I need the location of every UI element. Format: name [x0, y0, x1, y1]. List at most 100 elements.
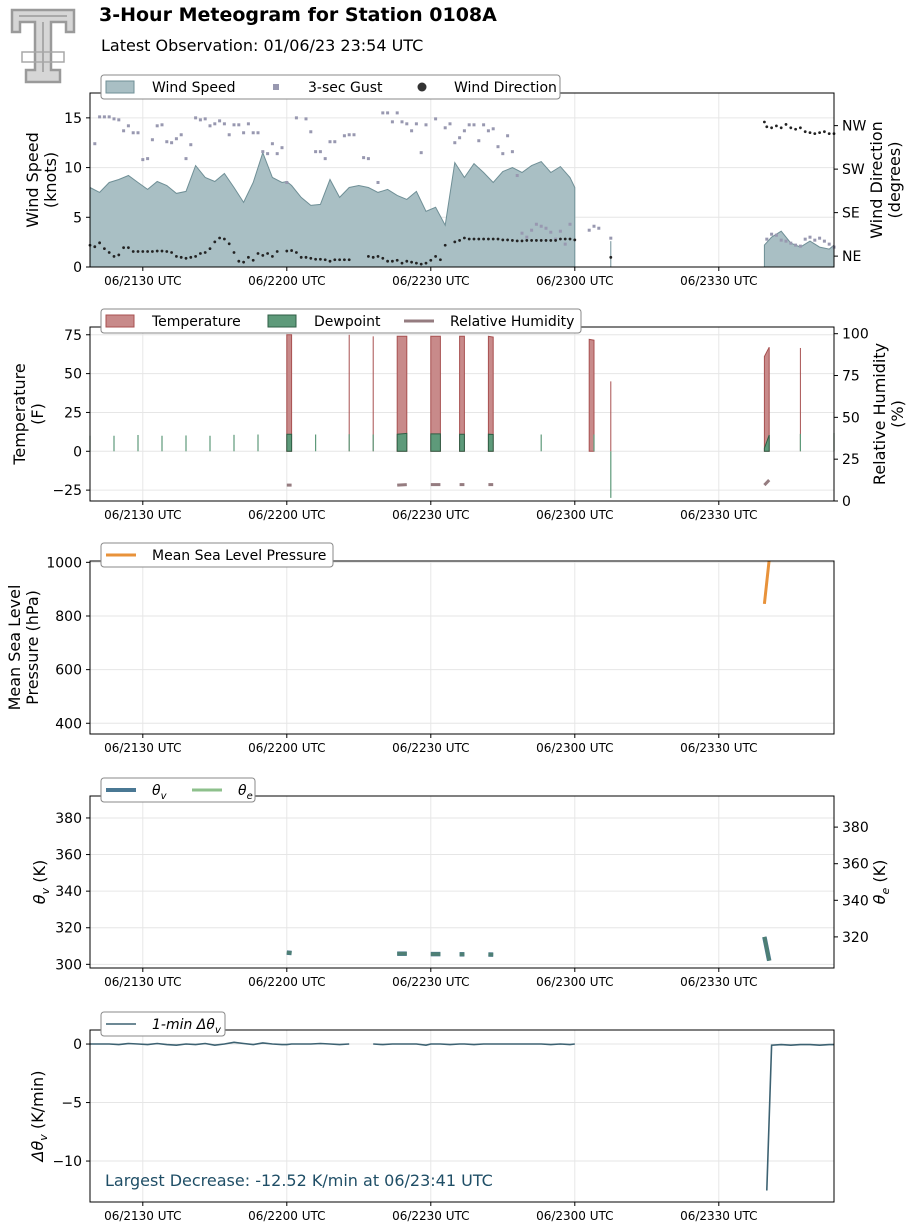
gust-point [544, 226, 548, 230]
temperature-ytick-right-label: 0 [842, 494, 851, 510]
pressure-ytick-label: 1000 [46, 555, 82, 571]
gust-point [208, 124, 212, 128]
gust-point [477, 139, 481, 143]
humidity-axis-label: Relative Humidity (%) [870, 343, 907, 485]
pressure-line [762, 561, 771, 605]
direction-point [386, 259, 389, 263]
temperature-legend: Temperature Dewpoint Relative Humidity [100, 308, 582, 334]
theta-ytick-label: 360 [55, 848, 82, 864]
gust-point [443, 126, 447, 130]
humidity-axis-label-line: (%) [888, 400, 907, 428]
wind-ytick-label: 15 [64, 111, 82, 127]
gust-point [227, 133, 231, 137]
gust-point [126, 124, 130, 128]
university-logo [8, 6, 78, 90]
gust-point [458, 136, 462, 140]
theta-e-axis-label: θe (K) [870, 860, 892, 905]
gust-point [309, 130, 313, 134]
theta-xtick-label: 06/2230 UTC [392, 975, 469, 989]
theta-e-line [762, 936, 771, 962]
dtheta-line [373, 1043, 575, 1047]
direction-point [765, 125, 769, 129]
theta-ytick-right-label: 380 [842, 820, 869, 836]
theta-e-axis-label-line: θe (K) [870, 860, 892, 905]
gust-point [568, 222, 572, 226]
gust-point [246, 122, 250, 126]
wind-speed-area [89, 151, 576, 268]
gust-point [822, 239, 826, 243]
direction-point [333, 258, 337, 262]
gust-point [592, 224, 596, 228]
temperature-legend-swatch [105, 314, 135, 328]
direction-point [400, 261, 404, 265]
dtheta-xtick-label: 06/2200 UTC [248, 1209, 325, 1223]
direction-point [299, 255, 303, 259]
direction-point [784, 123, 788, 126]
gust-point [318, 150, 322, 154]
gust-point [549, 230, 553, 234]
gust-point [794, 243, 798, 247]
theta-frame [89, 795, 835, 969]
direction-point [117, 253, 121, 257]
gust-point [515, 174, 519, 178]
direction-point [573, 238, 577, 242]
direction-point [155, 249, 159, 253]
pressure-ytick-label: 400 [55, 716, 82, 732]
theta-legend-label: θe [238, 783, 253, 802]
relative-humidity-line [397, 483, 407, 487]
direction-point [261, 254, 265, 257]
direction-point [208, 247, 212, 251]
gust-point [496, 145, 500, 149]
temperature-axis-label: Temperature (F) [10, 363, 47, 465]
direction-point [290, 249, 293, 252]
gust-point [506, 134, 510, 138]
direction-point [434, 254, 437, 258]
direction-point [554, 239, 557, 242]
direction-point [827, 132, 831, 136]
gust-point [798, 244, 802, 248]
gust-point [179, 133, 183, 137]
dtheta-legend-label: 1-min Δθv [152, 1017, 222, 1036]
wind-ytick-right-label: NE [842, 249, 861, 265]
direction-point [367, 254, 370, 258]
direction-point [415, 261, 418, 265]
gust-point [462, 129, 466, 133]
temperature-axis-label-line: Temperature [10, 363, 29, 465]
temperature-legend-label: Dewpoint [314, 314, 381, 330]
theta-ytick-label: 320 [55, 921, 82, 937]
direction-point [371, 255, 375, 259]
direction-point [122, 246, 125, 250]
direction-point [295, 251, 298, 254]
gust-point [218, 119, 222, 123]
pressure-ytick-label: 800 [55, 609, 82, 625]
wind-ytick-right-label: NW [842, 119, 866, 135]
wind-xtick-label: 06/2130 UTC [104, 274, 181, 288]
wind-ytick-label: 0 [73, 260, 82, 276]
gust-point [150, 138, 154, 142]
gust-point [131, 131, 135, 135]
direction-point [568, 237, 572, 241]
direction-point [112, 254, 116, 258]
temperature-ytick-right-label: 75 [842, 369, 860, 385]
gust-point [174, 137, 178, 141]
direction-point [549, 239, 553, 242]
wind-speed-axis-label: Wind Speed (knots) [23, 132, 60, 227]
gust-point [453, 141, 457, 145]
gust-point [467, 123, 471, 127]
wind-ytick-label: 10 [64, 161, 82, 177]
gust-point [419, 151, 423, 155]
direction-point [151, 250, 154, 253]
direction-point [775, 124, 778, 128]
dtheta-legend: 1-min Δθv [100, 1011, 226, 1037]
gust-point [328, 140, 332, 144]
wind-legend-label: 3-sec Gust [308, 80, 383, 96]
theta-xtick-label: 06/2300 UTC [536, 975, 613, 989]
temperature-ytick-label: 50 [64, 367, 82, 383]
direction-point [179, 255, 183, 259]
gust-point [818, 236, 822, 240]
direction-point [823, 130, 826, 134]
direction-point [146, 250, 150, 253]
gust-point [117, 118, 121, 122]
direction-point [424, 261, 428, 265]
